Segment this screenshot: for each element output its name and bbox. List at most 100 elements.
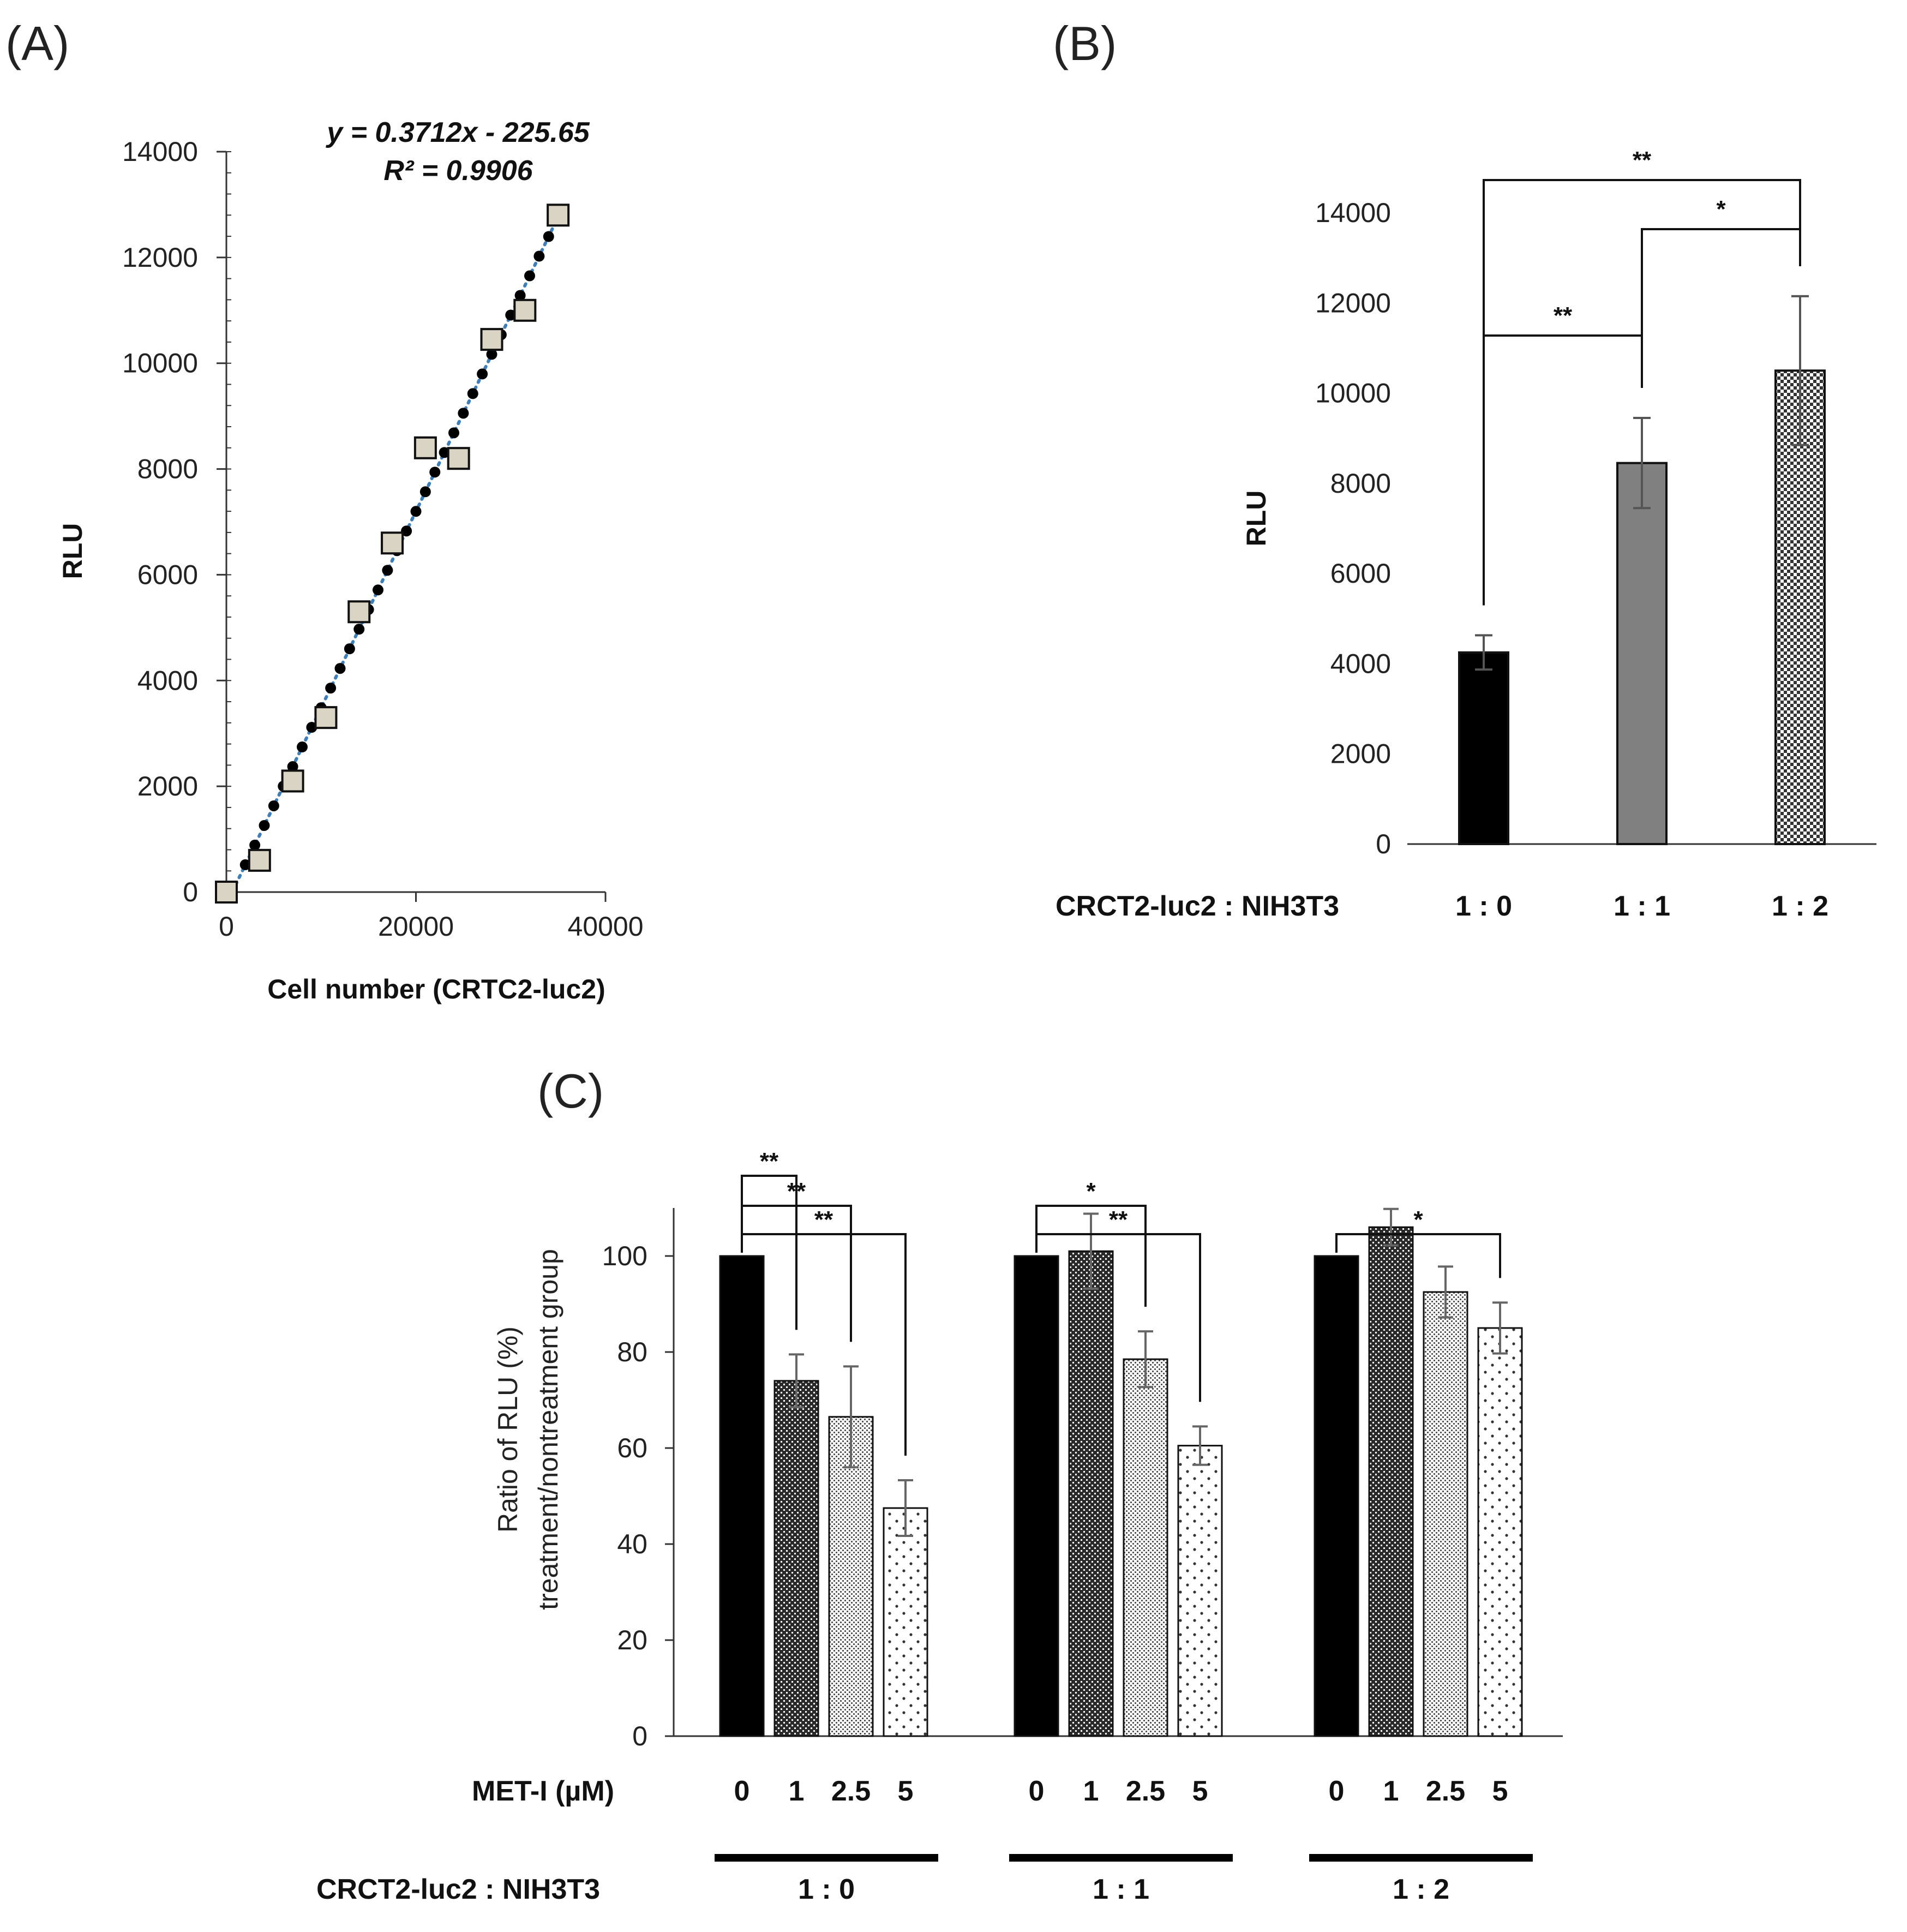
- panel-c-dose-label: 1: [1383, 1775, 1399, 1807]
- panel-a-trend-dot: [373, 584, 383, 596]
- panel-c-bar: [1068, 1250, 1114, 1737]
- panel-b-category-label: 1 : 0: [1455, 890, 1512, 922]
- panel-a-trend-dot: [259, 820, 270, 831]
- panel-c-significance-label: *: [1413, 1206, 1423, 1233]
- panel-a-y-axis-title: RLU: [57, 523, 88, 579]
- panel-c-significance-bracket: [1035, 1233, 1201, 1402]
- panel-b-significance-bracket: [1641, 228, 1801, 388]
- panel-a-trend-dot: [486, 349, 497, 360]
- panel-c-significance-bracket: [1035, 1205, 1147, 1307]
- panel-c-bar: [1314, 1255, 1359, 1737]
- panel-c-significance-bracket: [1335, 1233, 1501, 1278]
- panel-a-y-tick-label: 12000: [122, 242, 198, 273]
- panel-label-a: (A): [5, 16, 69, 70]
- panel-a-data-point: [447, 447, 470, 470]
- panel-a-y-tick-label: 10000: [122, 348, 198, 379]
- panel-b-significance-label: *: [1716, 196, 1726, 223]
- panel-b-significance-label: **: [1633, 147, 1652, 174]
- panel-a-y-tick-label: 4000: [137, 665, 198, 696]
- panel-c-y-tick-label: 100: [602, 1241, 647, 1271]
- panel-a-trend-dot: [334, 663, 346, 674]
- panel-a-trend-dot: [429, 466, 441, 478]
- panel-c-bar: [1368, 1226, 1414, 1737]
- panel-b-category-label: 1 : 1: [1614, 890, 1670, 922]
- panel-b-significance-label: **: [1554, 302, 1573, 329]
- panel-a-data-point: [215, 881, 238, 904]
- panel-b-bar: [1616, 462, 1668, 845]
- panel-b-y-tick-label: 4000: [1330, 648, 1391, 679]
- panel-label-b: (B): [1053, 16, 1117, 70]
- panel-b-y-tick-label: 10000: [1315, 378, 1391, 409]
- panel-c-dose-label: 5: [1192, 1775, 1208, 1807]
- panel-a-trend-dot: [239, 859, 251, 870]
- panel-c-bar: [773, 1380, 819, 1737]
- panel-c-y-tick-label: 0: [632, 1721, 647, 1751]
- panel-c-significance-label: **: [787, 1178, 806, 1205]
- panel-a-trend-dot: [306, 722, 317, 733]
- panel-c-bar: [828, 1416, 874, 1737]
- panel-a-trend-dot: [439, 447, 450, 458]
- panel-a-trend-dot: [401, 525, 412, 537]
- panel-b-bar: [1774, 369, 1826, 845]
- panel-c-significance-label: **: [814, 1206, 833, 1233]
- panel-c-dose-label: 5: [898, 1775, 914, 1807]
- panel-a-data-point: [480, 328, 503, 351]
- panel-c-group-label: 1 : 2: [1393, 1874, 1449, 1905]
- panel-c-group-label: 1 : 0: [798, 1874, 855, 1905]
- panel-c-significance-bracket: [741, 1205, 852, 1342]
- panel-a-trend-dot: [410, 506, 422, 517]
- panel-a-data-point: [347, 600, 371, 624]
- panel-b-y-tick-label: 2000: [1330, 739, 1391, 769]
- panel-a-data-point: [248, 848, 271, 872]
- panel-c-y-tick-label: 40: [617, 1529, 647, 1559]
- panel-c-dose-label: 2.5: [831, 1775, 871, 1807]
- panel-b-category-title: CRCT2-luc2 : NIH3T3: [1056, 890, 1339, 922]
- panel-c-bar: [719, 1255, 765, 1737]
- panel-c-dose-label: 0: [734, 1775, 750, 1807]
- panel-a-data-point: [513, 298, 537, 322]
- panel-a-x-tick-label: 20000: [378, 911, 454, 942]
- panel-b-y-axis-title: RLU: [1241, 491, 1272, 547]
- panel-c-significance-label: **: [760, 1148, 779, 1175]
- panel-c-y-axis-title-line2: treatment/nontreatment group: [533, 1249, 563, 1610]
- panel-b-y-tick-label: 8000: [1330, 468, 1391, 499]
- panel-c-significance-label: **: [1109, 1206, 1128, 1233]
- panel-c-bar: [1123, 1358, 1168, 1737]
- panel-b-significance-bracket: [1483, 179, 1801, 606]
- panel-b-y-tick-label: 6000: [1330, 558, 1391, 589]
- panel-a-y-tick-label: 8000: [137, 454, 198, 485]
- panel-a-trend-dot: [477, 368, 488, 380]
- panel-c-dose-label: 5: [1492, 1775, 1508, 1807]
- panel-c-dose-label: 0: [1329, 1775, 1345, 1807]
- panel-c-dose-label: 2.5: [1126, 1775, 1165, 1807]
- panel-a-y-tick-label: 14000: [122, 136, 198, 167]
- panel-a-trend-dot: [524, 270, 535, 282]
- trendline-r-squared: R² = 0.9906: [383, 155, 533, 187]
- panel-c-group-title: CRCT2-luc2 : NIH3T3: [316, 1874, 600, 1905]
- panel-c-bar: [1423, 1291, 1468, 1737]
- panel-c-y-tick-label: 80: [617, 1337, 647, 1367]
- panel-b-y-tick-label: 14000: [1315, 198, 1391, 228]
- panel-c-y-axis-title: Ratio of RLU (%): [493, 1326, 523, 1533]
- panel-a-trend-dot: [533, 250, 545, 262]
- panel-a-trend-dot: [268, 800, 279, 811]
- panel-c-dose-label: 0: [1029, 1775, 1045, 1807]
- panel-a-trend-dot: [353, 624, 365, 635]
- panel-b-y-tick-label: 0: [1376, 829, 1391, 859]
- panel-a-trend-dot: [297, 741, 308, 753]
- panel-c-bar: [1177, 1445, 1223, 1737]
- trendline-equation: y = 0.3712x - 225.65: [325, 117, 590, 148]
- panel-a-trend-dot: [514, 290, 526, 301]
- panel-a-y-tick-label: 6000: [137, 559, 198, 590]
- panel-c-bar: [1014, 1255, 1059, 1737]
- panel-a-trend-dot: [287, 761, 298, 773]
- panel-a-trend-dot: [419, 486, 431, 498]
- panel-a-data-point: [381, 531, 404, 555]
- panel-label-c: (C): [537, 1064, 604, 1118]
- panel-c-group-label: 1 : 1: [1093, 1874, 1149, 1905]
- panel-a-trend-dot: [448, 427, 459, 439]
- panel-a-trend-dot: [344, 643, 355, 655]
- panel-a-x-tick-label: 0: [219, 911, 234, 942]
- panel-c-bar: [883, 1507, 928, 1737]
